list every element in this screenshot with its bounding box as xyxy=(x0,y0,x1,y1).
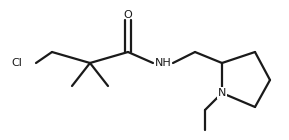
Text: O: O xyxy=(124,10,132,20)
Text: Cl: Cl xyxy=(11,58,22,68)
Text: NH: NH xyxy=(155,58,171,68)
Text: N: N xyxy=(218,88,226,98)
